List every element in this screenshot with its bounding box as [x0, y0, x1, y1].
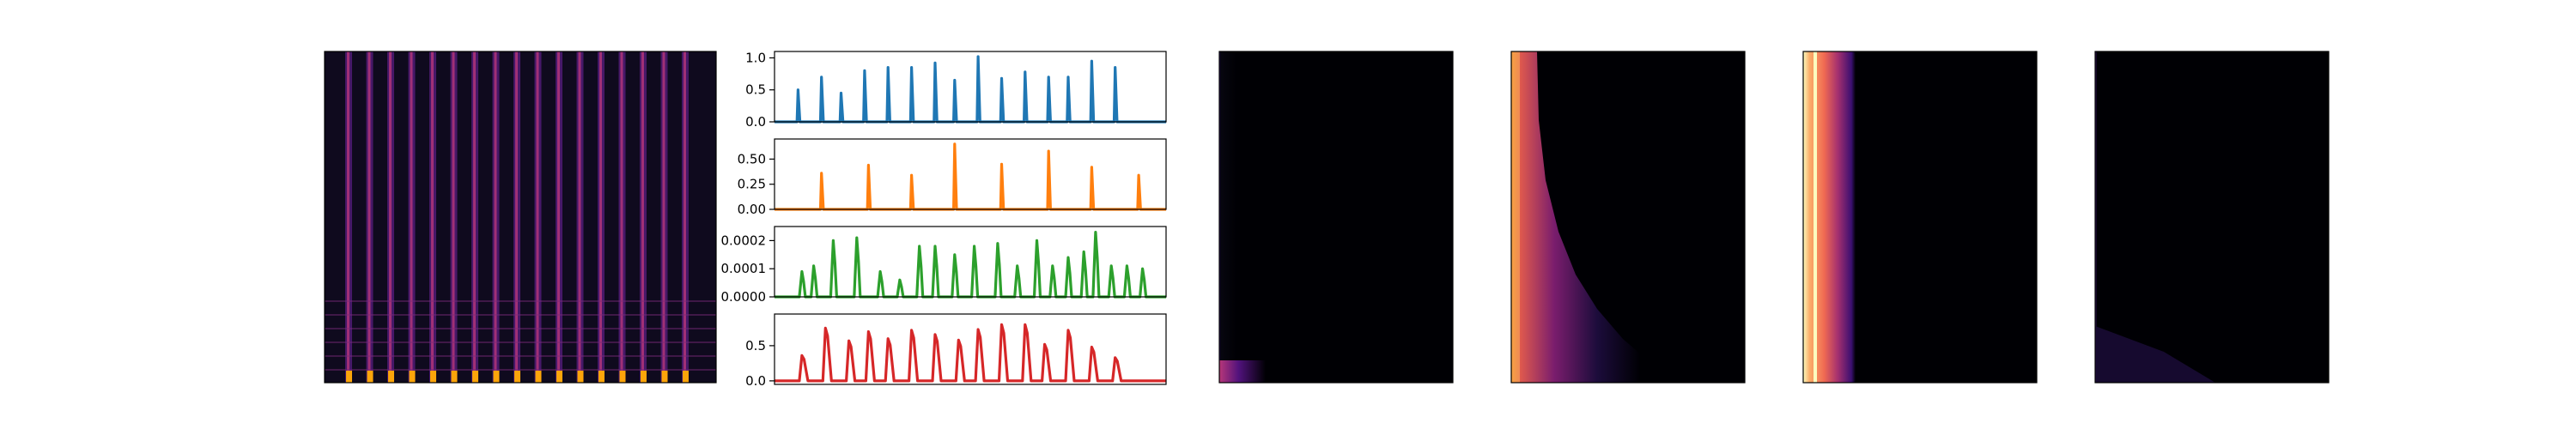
spectrogram-onset-low: [367, 371, 374, 383]
spectrogram-onset-core: [494, 51, 497, 383]
activation-4-ytick-label: 0.0: [745, 373, 766, 389]
activation-1-ytick-label: 0.0: [745, 114, 766, 130]
decomposed-3-energy: [1803, 51, 1908, 383]
spectrogram-input: [324, 51, 717, 384]
activation-2-ytick-label: 0.00: [738, 202, 766, 217]
decomposed-3-frame: [1802, 51, 2038, 384]
spectrogram-onset-core: [452, 51, 455, 383]
spectrogram-onset-low: [472, 371, 478, 383]
spectrogram-onset-low: [661, 371, 668, 383]
activation-3-ytick-label: 0.0000: [721, 289, 767, 305]
spectrogram-onset-core: [599, 51, 602, 383]
decomposed-4: [2094, 51, 2330, 384]
decomposed-2-frame: [1510, 51, 1746, 384]
spectrogram-onset-core: [578, 51, 581, 383]
decomposed-3: [1802, 51, 2038, 384]
activation-2-ytick-label: 0.25: [738, 177, 766, 192]
spectrogram-input-frame: [324, 51, 717, 384]
activation-2-series-line: [775, 142, 1166, 211]
activation-panels: 0.00.51.00.000.250.500.00000.00010.00020…: [721, 50, 1167, 389]
spectrogram-onset-core: [662, 51, 665, 383]
spectrogram-onset-core: [347, 51, 349, 383]
spectrogram-onset-low: [535, 371, 542, 383]
activation-1-ytick-label: 0.5: [745, 82, 766, 98]
spectrogram-harmonic-row: [325, 314, 716, 316]
decomposed-1: [1218, 51, 1454, 384]
activation-2-ytick-label: 0.50: [738, 151, 766, 166]
decomposed-4-low-band: [2095, 326, 2215, 383]
spectrogram-onset-core: [641, 51, 644, 383]
activation-4: 0.0 0.5: [745, 313, 1167, 389]
activation-4-series-line: [775, 323, 1166, 383]
spectrogram-onset-low: [683, 371, 689, 383]
activation-1-ytick-label: 1.0: [745, 50, 766, 65]
spectrogram-onset-low: [641, 371, 647, 383]
activation-2: 0.00 0.25 0.50: [738, 138, 1167, 217]
spectrogram-onset-core: [536, 51, 539, 383]
spectrogram-onset-low: [409, 371, 416, 383]
decomposed-3-bright-line: [1814, 51, 1817, 383]
decomposed-2: [1510, 51, 1746, 384]
spectrogram-onset-core: [620, 51, 623, 383]
spectrogram-onset-columns: [325, 51, 716, 383]
activation-2-frame: [774, 138, 1167, 210]
decomposed-1-background: [1219, 51, 1453, 383]
activation-4-frame: [774, 313, 1167, 385]
activation-3-frame: [774, 226, 1167, 298]
activation-3: 0.0000 0.0001 0.0002: [721, 226, 1167, 305]
activation-1-series-line: [775, 55, 1166, 124]
decomposed-2-energy: [1511, 51, 1683, 383]
spectrogram-onset-low: [451, 371, 458, 383]
spectrogram-onset-low: [598, 371, 605, 383]
decomposed-1-frame: [1218, 51, 1454, 384]
spectrogram-onset-core: [368, 51, 371, 383]
activation-3-ytick-label: 0.0002: [721, 233, 767, 248]
spectrogram-onset-core: [431, 51, 434, 383]
decomposed-4-band: [2095, 51, 2114, 383]
decomposed-4-background: [2095, 51, 2329, 383]
activation-4-ytick-label: 0.5: [745, 338, 766, 353]
spectrogram-harmonic-row: [325, 369, 716, 371]
spectrogram-harmonic-row: [325, 300, 716, 302]
spectrogram-onset-low: [577, 371, 584, 383]
spectrogram-onset-low: [346, 371, 352, 383]
spectrogram-onset-core: [557, 51, 560, 383]
activation-3-ytick-label: 0.0001: [721, 261, 767, 276]
spectrogram-onset-low: [430, 371, 436, 383]
spectrogram-onset-core: [410, 51, 413, 383]
spectrogram-harmonic-row: [325, 355, 716, 357]
spectrogram-onset-core: [389, 51, 392, 383]
decomposed-4-frame: [2094, 51, 2330, 384]
decomposed-1-low-band: [1219, 360, 1297, 383]
spectrogram-onset-core: [515, 51, 518, 383]
spectrogram-onset-core: [473, 51, 476, 383]
spectrogram-onset-low: [388, 371, 394, 383]
activation-1: 0.0 0.5 1.0: [745, 50, 1167, 130]
spectrogram-harmonic-row: [325, 341, 716, 343]
decomposed-1-band: [1219, 51, 1236, 383]
spectrogram-onset-low: [556, 371, 562, 383]
decomposed-2-left-edge: [1511, 51, 1520, 383]
activation-1-frame: [774, 51, 1167, 123]
spectrogram-onset-low: [619, 371, 626, 383]
spectrogram-harmonic-row: [325, 328, 716, 329]
spectrogram-onset-low: [493, 371, 500, 383]
activation-3-series-line: [775, 231, 1166, 299]
spectrogram-onset-core: [683, 51, 686, 383]
spectrogram-onset-low: [514, 371, 520, 383]
